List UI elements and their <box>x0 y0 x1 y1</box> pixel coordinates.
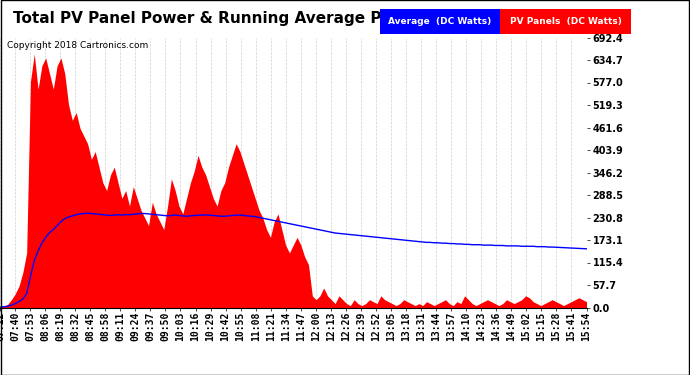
Text: Average  (DC Watts): Average (DC Watts) <box>388 17 491 26</box>
Text: Copyright 2018 Cartronics.com: Copyright 2018 Cartronics.com <box>7 41 148 50</box>
Text: PV Panels  (DC Watts): PV Panels (DC Watts) <box>510 17 622 26</box>
Text: Total PV Panel Power & Running Average Power Sun Nov 25 16:00: Total PV Panel Power & Running Average P… <box>12 11 581 26</box>
